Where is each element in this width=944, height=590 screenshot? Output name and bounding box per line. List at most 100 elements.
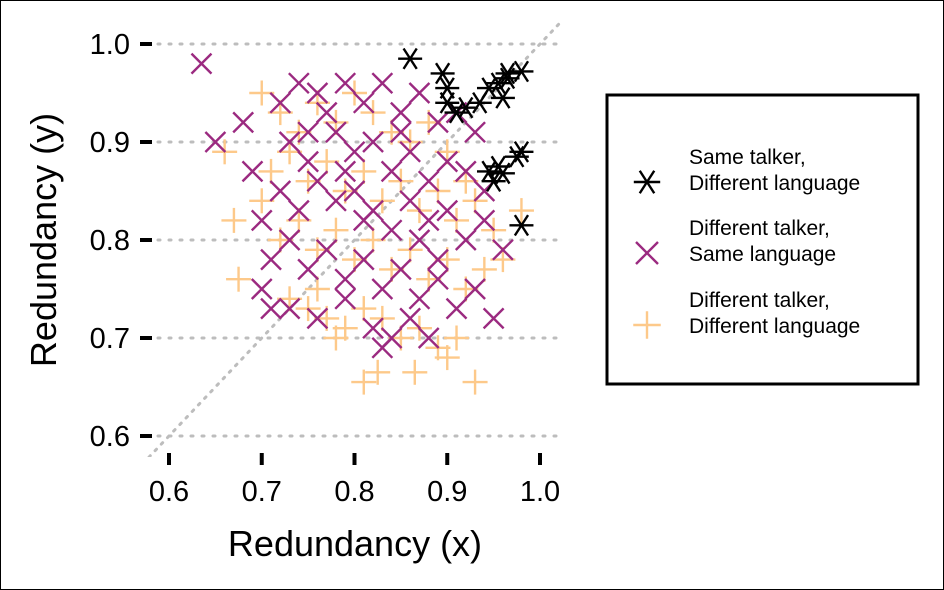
point-plus-1 — [221, 207, 247, 233]
point-x-53 — [334, 287, 357, 310]
point-asterisk-8 — [453, 96, 478, 119]
point-x-13 — [278, 131, 301, 153]
point-x-37 — [492, 238, 514, 261]
point-plus-58 — [249, 188, 275, 214]
point-x-21 — [436, 150, 459, 173]
point-x-44 — [371, 278, 394, 300]
point-asterisk-19 — [435, 91, 460, 114]
series-x — [190, 52, 514, 359]
point-plus-57 — [304, 276, 330, 302]
x-tick-label-0.7: 0.7 — [242, 476, 282, 508]
point-x-62 — [390, 121, 412, 144]
point-plus-27 — [508, 198, 534, 224]
point-x-19 — [399, 140, 421, 163]
point-x-7 — [352, 91, 375, 114]
legend-label-plus: Different talker, Different language — [689, 289, 860, 338]
x-tick-label-0.8: 0.8 — [334, 476, 374, 508]
point-x-18 — [380, 160, 403, 183]
point-plus-53 — [402, 359, 428, 385]
legend-marker-x — [635, 241, 659, 265]
point-x-2 — [232, 111, 255, 134]
point-asterisk-1 — [430, 62, 455, 85]
point-asterisk-9 — [444, 101, 469, 124]
data-points — [190, 47, 534, 395]
point-x-41 — [315, 238, 338, 261]
y-tick-label-0.9: 0.9 — [90, 127, 130, 159]
point-x-43 — [352, 248, 375, 271]
point-x-29 — [343, 180, 366, 202]
point-asterisk-11 — [490, 87, 515, 109]
point-x-3 — [269, 91, 292, 114]
point-x-35 — [454, 229, 477, 251]
point-x-66 — [352, 209, 375, 232]
y-tick-label-1.0: 1.0 — [90, 29, 130, 61]
point-x-48 — [445, 297, 468, 320]
point-x-67 — [334, 160, 357, 183]
y-tick-label-0.7: 0.7 — [90, 323, 130, 355]
point-asterisk-0 — [398, 47, 423, 70]
point-x-9 — [390, 101, 412, 124]
point-asterisk-15 — [476, 160, 501, 183]
legend-marker-plus — [633, 311, 661, 339]
point-asterisk-3 — [495, 62, 520, 85]
legend-label-asterisk: Same talker, Different language — [689, 146, 860, 195]
point-plus-52 — [365, 359, 391, 385]
legend: Same talker, Different language Different … — [605, 93, 920, 386]
x-tick-label-0.6: 0.6 — [149, 476, 189, 508]
point-x-11 — [427, 111, 449, 134]
point-asterisk-7 — [467, 91, 492, 114]
point-x-64 — [260, 297, 282, 320]
x-tick-label-0.9: 0.9 — [427, 476, 467, 508]
point-asterisk-17 — [481, 170, 506, 193]
y-axis-title: Redundancy (y) — [23, 113, 64, 367]
point-x-65 — [408, 229, 431, 251]
legend-marker-asterisk — [633, 170, 661, 194]
point-plus-56 — [323, 325, 349, 351]
point-x-56 — [399, 307, 421, 330]
point-plus-50 — [444, 325, 470, 351]
point-x-10 — [408, 82, 431, 104]
point-plus-33 — [360, 227, 386, 253]
point-x-60 — [241, 160, 264, 183]
point-plus-54 — [462, 369, 488, 395]
gridlines — [156, 42, 560, 438]
point-plus-45 — [351, 296, 377, 322]
point-x-54 — [362, 317, 384, 340]
point-x-28 — [325, 189, 347, 212]
point-x-58 — [371, 336, 394, 359]
point-x-14 — [297, 150, 319, 173]
point-x-34 — [436, 199, 459, 222]
point-plus-31 — [323, 217, 349, 243]
point-asterisk-18 — [509, 214, 534, 237]
point-x-52 — [306, 307, 329, 330]
point-x-39 — [278, 229, 301, 251]
point-x-24 — [250, 209, 273, 232]
point-x-25 — [269, 180, 292, 202]
y-axis: 0.6 0.7 0.8 0.9 1.0 — [90, 29, 152, 453]
point-x-59 — [250, 278, 273, 300]
point-x-49 — [464, 278, 486, 300]
point-x-6 — [334, 72, 357, 95]
x-axis: 0.6 0.7 0.8 0.9 1.0 — [149, 453, 560, 508]
point-plus-51 — [351, 369, 377, 395]
identity-reference-line — [147, 22, 561, 457]
point-x-38 — [260, 248, 282, 271]
point-plus-3 — [249, 80, 275, 106]
point-x-32 — [399, 189, 421, 212]
x-tick-label-1.0: 1.0 — [520, 476, 560, 508]
point-plus-2 — [226, 266, 252, 292]
point-x-68 — [297, 121, 319, 144]
point-plus-19 — [351, 158, 377, 184]
point-x-16 — [343, 140, 366, 163]
point-x-36 — [473, 209, 496, 232]
point-asterisk-4 — [486, 72, 511, 95]
series-asterisk — [398, 47, 534, 237]
point-x-33 — [417, 209, 440, 232]
point-x-15 — [325, 121, 347, 144]
point-plus-17 — [314, 149, 340, 175]
series-plus — [212, 80, 534, 395]
point-x-4 — [288, 72, 310, 95]
legend-label-x: Different talker, Same language — [689, 217, 836, 266]
point-x-61 — [315, 101, 338, 124]
